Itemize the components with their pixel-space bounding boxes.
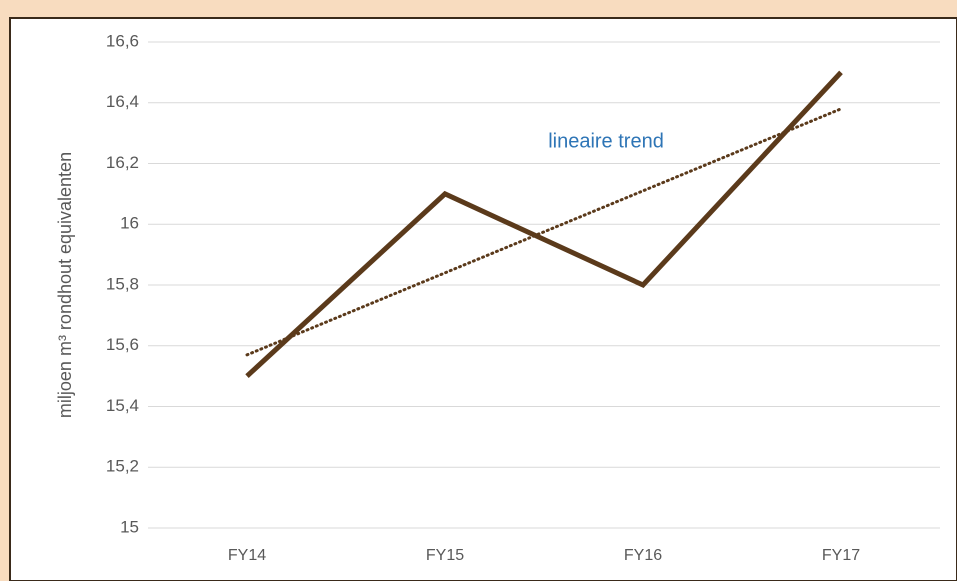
x-tick-label: FY17 — [822, 547, 860, 564]
trend-label: lineaire trend — [548, 130, 664, 152]
x-tick-label: FY16 — [624, 547, 662, 564]
y-tick-label: 16 — [120, 214, 139, 233]
trend-line — [245, 107, 843, 357]
y-tick-label: 15 — [120, 517, 139, 536]
data-line — [245, 70, 843, 378]
x-tick-label: FY15 — [426, 547, 464, 564]
y-tick-label: 16,4 — [106, 92, 139, 111]
y-axis-label: miljoen m³ rondhout equivalenten — [55, 152, 75, 418]
x-tick-label: FY14 — [228, 547, 266, 564]
y-tick-label: 15,6 — [106, 335, 139, 354]
y-tick-label: 15,8 — [106, 274, 139, 293]
y-tick-label: 16,6 — [106, 31, 139, 50]
y-tick-label: 16,2 — [106, 153, 139, 172]
y-tick-label: 15,4 — [106, 396, 139, 415]
y-tick-label: 15,2 — [106, 457, 139, 476]
plot-frame — [9, 17, 957, 581]
